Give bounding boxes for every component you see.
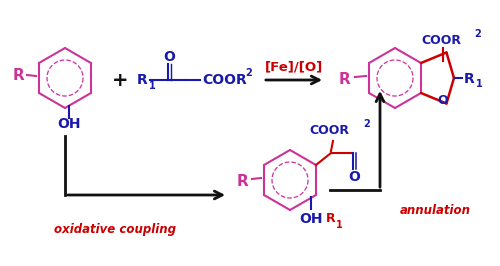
Text: annulation: annulation (400, 203, 470, 217)
Text: 2: 2 (474, 29, 481, 39)
Text: O: O (437, 94, 448, 107)
Text: 1: 1 (476, 79, 482, 89)
Text: 1: 1 (336, 220, 342, 230)
Text: R: R (236, 173, 248, 189)
Text: 2: 2 (363, 119, 370, 129)
Text: COOR: COOR (202, 73, 247, 87)
Text: 2: 2 (245, 68, 252, 78)
Text: COOR: COOR (422, 35, 462, 48)
Text: OH: OH (299, 212, 322, 226)
Text: R: R (326, 213, 336, 226)
Text: O: O (163, 50, 175, 64)
Text: OH: OH (57, 117, 81, 131)
Text: [Fe]/[O]: [Fe]/[O] (265, 60, 323, 73)
Text: COOR: COOR (309, 124, 349, 138)
Text: R: R (464, 72, 474, 86)
Text: oxidative coupling: oxidative coupling (54, 223, 176, 236)
Text: R: R (339, 72, 351, 86)
Text: 1: 1 (149, 81, 156, 91)
Text: R: R (137, 73, 148, 87)
Text: R: R (13, 68, 25, 82)
Text: O: O (348, 170, 360, 184)
Text: +: + (112, 72, 128, 90)
